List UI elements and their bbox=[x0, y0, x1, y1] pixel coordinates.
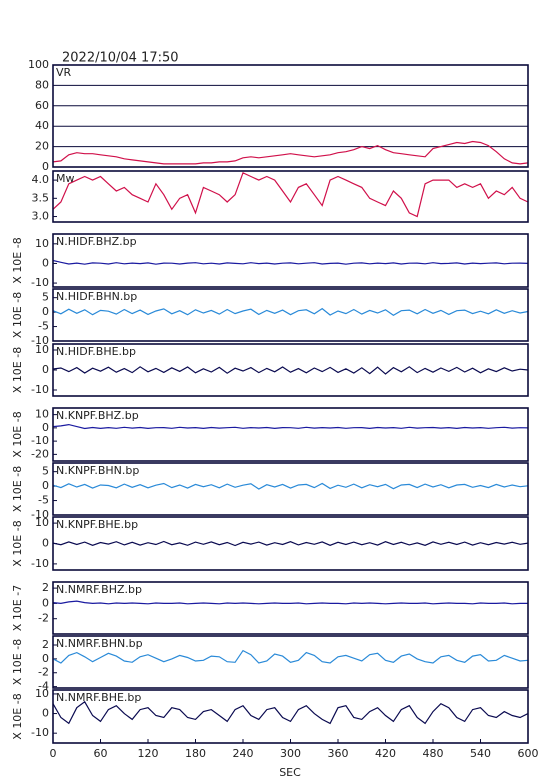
y-axis-label: X 10E -8 bbox=[11, 347, 24, 393]
y-axis-label: X 10E -8 bbox=[11, 292, 24, 338]
y-axis-label: X 10E -8 bbox=[11, 520, 24, 566]
x-tick-label: 360 bbox=[328, 747, 349, 760]
panel-frame bbox=[52, 343, 529, 397]
panel-label: VR bbox=[56, 66, 72, 79]
panel-label: N.HIDF.BHN.bp bbox=[56, 290, 137, 303]
trace bbox=[52, 649, 529, 664]
trace bbox=[52, 366, 529, 375]
y-tick-label: 0 bbox=[42, 256, 49, 269]
x-tick-label: 420 bbox=[375, 747, 396, 760]
y-tick-label: -10 bbox=[31, 383, 49, 396]
y-tick-label: 0 bbox=[42, 596, 49, 609]
y-tick-label: 5 bbox=[42, 465, 49, 478]
x-axis-label: SEC bbox=[279, 766, 301, 779]
y-tick-label: 0 bbox=[42, 707, 49, 720]
panel-frame bbox=[52, 635, 529, 689]
y-tick-label: 0 bbox=[42, 652, 49, 665]
y-tick-label: 0 bbox=[42, 479, 49, 492]
y-axis-label: X 10E -8 bbox=[11, 411, 24, 457]
panel-label: N.KNPF.BHZ.bp bbox=[56, 409, 139, 422]
x-tick-label: 480 bbox=[423, 747, 444, 760]
y-tick-label: -5 bbox=[38, 320, 49, 333]
x-tick-label: 0 bbox=[50, 747, 57, 760]
y-tick-label: -10 bbox=[31, 726, 49, 739]
trace bbox=[52, 140, 529, 165]
x-tick-label: 180 bbox=[185, 747, 206, 760]
y-axis-label: X 10E -8 bbox=[11, 639, 24, 685]
trace bbox=[52, 540, 529, 547]
y-tick-label: -5 bbox=[38, 494, 49, 507]
panel-frame bbox=[52, 233, 529, 288]
y-tick-label: 0 bbox=[42, 421, 49, 434]
y-tick-label: 40 bbox=[35, 119, 49, 132]
panel-label: N.KNPF.BHN.bp bbox=[56, 464, 139, 477]
y-tick-label: 100 bbox=[28, 58, 49, 71]
x-tick-label: 240 bbox=[233, 747, 254, 760]
y-tick-label: 0 bbox=[42, 305, 49, 318]
y-tick-label: 2 bbox=[42, 581, 49, 594]
y-tick-label: -10 bbox=[31, 557, 49, 570]
y-tick-label: -10 bbox=[31, 508, 49, 521]
panel-label: N.HIDF.BHZ.bp bbox=[56, 235, 137, 248]
y-tick-label: 4.0 bbox=[32, 173, 50, 186]
y-tick-label: 10 bbox=[35, 343, 49, 356]
panel-frame bbox=[52, 288, 529, 342]
y-tick-label: 3.0 bbox=[32, 210, 50, 223]
y-tick-label: -2 bbox=[38, 612, 49, 625]
x-tick-label: 540 bbox=[470, 747, 491, 760]
x-tick-label: 60 bbox=[94, 747, 108, 760]
trace bbox=[52, 700, 529, 725]
trace bbox=[52, 259, 529, 265]
trace bbox=[52, 171, 529, 218]
y-tick-label: -2 bbox=[38, 666, 49, 679]
y-tick-label: 0 bbox=[42, 363, 49, 376]
y-tick-label: 0 bbox=[42, 537, 49, 550]
x-tick-label: 300 bbox=[280, 747, 301, 760]
y-tick-label: 3.5 bbox=[32, 191, 50, 204]
panel-frame bbox=[52, 581, 529, 635]
trace bbox=[52, 307, 529, 317]
panel-label: N.NMRF.BHZ.bp bbox=[56, 583, 142, 596]
y-tick-label: -10 bbox=[31, 434, 49, 447]
panel-frame bbox=[52, 64, 529, 168]
y-tick-label: -20 bbox=[31, 447, 49, 460]
panel-frame bbox=[52, 516, 529, 571]
y-axis-label: X 10E -8 bbox=[11, 693, 24, 739]
y-tick-label: 80 bbox=[35, 78, 49, 91]
y-axis-label: X 10E -8 bbox=[11, 466, 24, 512]
y-tick-label: -10 bbox=[31, 334, 49, 347]
y-tick-label: 60 bbox=[35, 99, 49, 112]
chart-title: 2022/10/04 17:50 bbox=[62, 51, 179, 66]
panel-label: N.NMRF.BHE.bp bbox=[56, 691, 141, 704]
y-tick-label: 0 bbox=[42, 160, 49, 173]
trace bbox=[52, 482, 529, 490]
panel-frame bbox=[52, 462, 529, 516]
panel-frame bbox=[52, 170, 529, 223]
y-tick-label: -4 bbox=[38, 680, 49, 693]
y-tick-label: 10 bbox=[35, 687, 49, 700]
panel-label: N.NMRF.BHN.bp bbox=[56, 637, 143, 650]
trace bbox=[52, 423, 529, 430]
y-tick-label: 20 bbox=[35, 140, 49, 153]
x-tick-label: 600 bbox=[518, 747, 539, 760]
trace bbox=[52, 600, 528, 605]
y-tick-label: 10 bbox=[35, 516, 49, 529]
y-axis-label: X 10E -8 bbox=[11, 237, 24, 283]
panel-label: N.HIDF.BHE.bp bbox=[56, 345, 136, 358]
panel-frame bbox=[52, 407, 529, 462]
y-tick-label: 2 bbox=[42, 638, 49, 651]
panel-label: Mw bbox=[56, 172, 75, 185]
y-tick-label: 10 bbox=[35, 237, 49, 250]
y-axis-label: X 10E -7 bbox=[11, 585, 24, 631]
x-tick-label: 120 bbox=[138, 747, 159, 760]
panel-label: N.KNPF.BHE.bp bbox=[56, 518, 138, 531]
y-tick-label: 10 bbox=[35, 408, 49, 421]
y-tick-label: -10 bbox=[31, 276, 49, 289]
y-tick-label: 5 bbox=[42, 291, 49, 304]
